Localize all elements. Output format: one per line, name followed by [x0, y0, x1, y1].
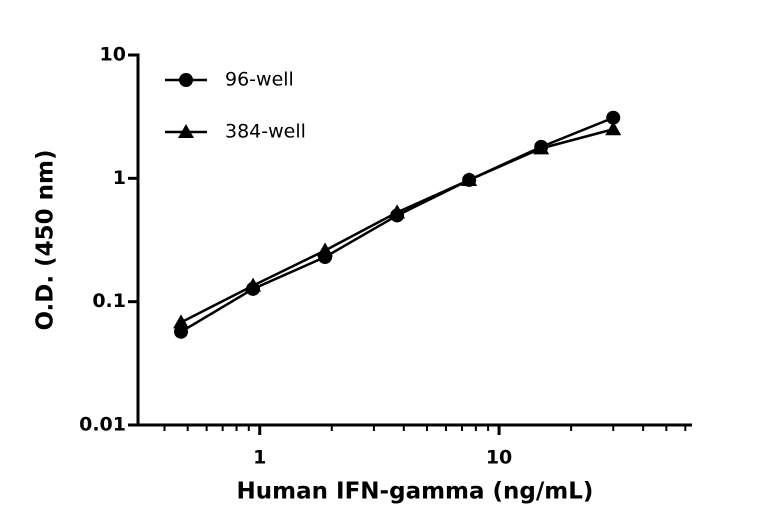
y-axis-label: O.D. (450 nm): [33, 149, 59, 330]
marker-circle: [606, 110, 621, 125]
marker-triangle: [178, 124, 194, 138]
marker-circle: [179, 73, 193, 87]
marker-triangle: [389, 204, 406, 219]
y-tick-label: 0.1: [92, 290, 126, 312]
marker-triangle: [173, 314, 190, 329]
legend-label: 96-well: [225, 69, 294, 91]
x-axis-label: Human IFN-gamma (ng/mL): [237, 479, 594, 505]
y-tick-label: 1: [113, 167, 126, 189]
marker-triangle: [605, 121, 622, 136]
y-tick-label: 0.01: [79, 414, 126, 436]
x-tick-label: 10: [486, 447, 512, 469]
x-tick-label: 1: [253, 447, 266, 469]
y-tick-label: 10: [100, 44, 126, 66]
marker-triangle: [317, 242, 334, 257]
legend-label: 384-well: [225, 121, 306, 143]
marker-triangle: [461, 171, 478, 186]
marker-triangle: [533, 140, 550, 155]
series-line: [180, 116, 614, 333]
marker-triangle: [245, 277, 262, 292]
